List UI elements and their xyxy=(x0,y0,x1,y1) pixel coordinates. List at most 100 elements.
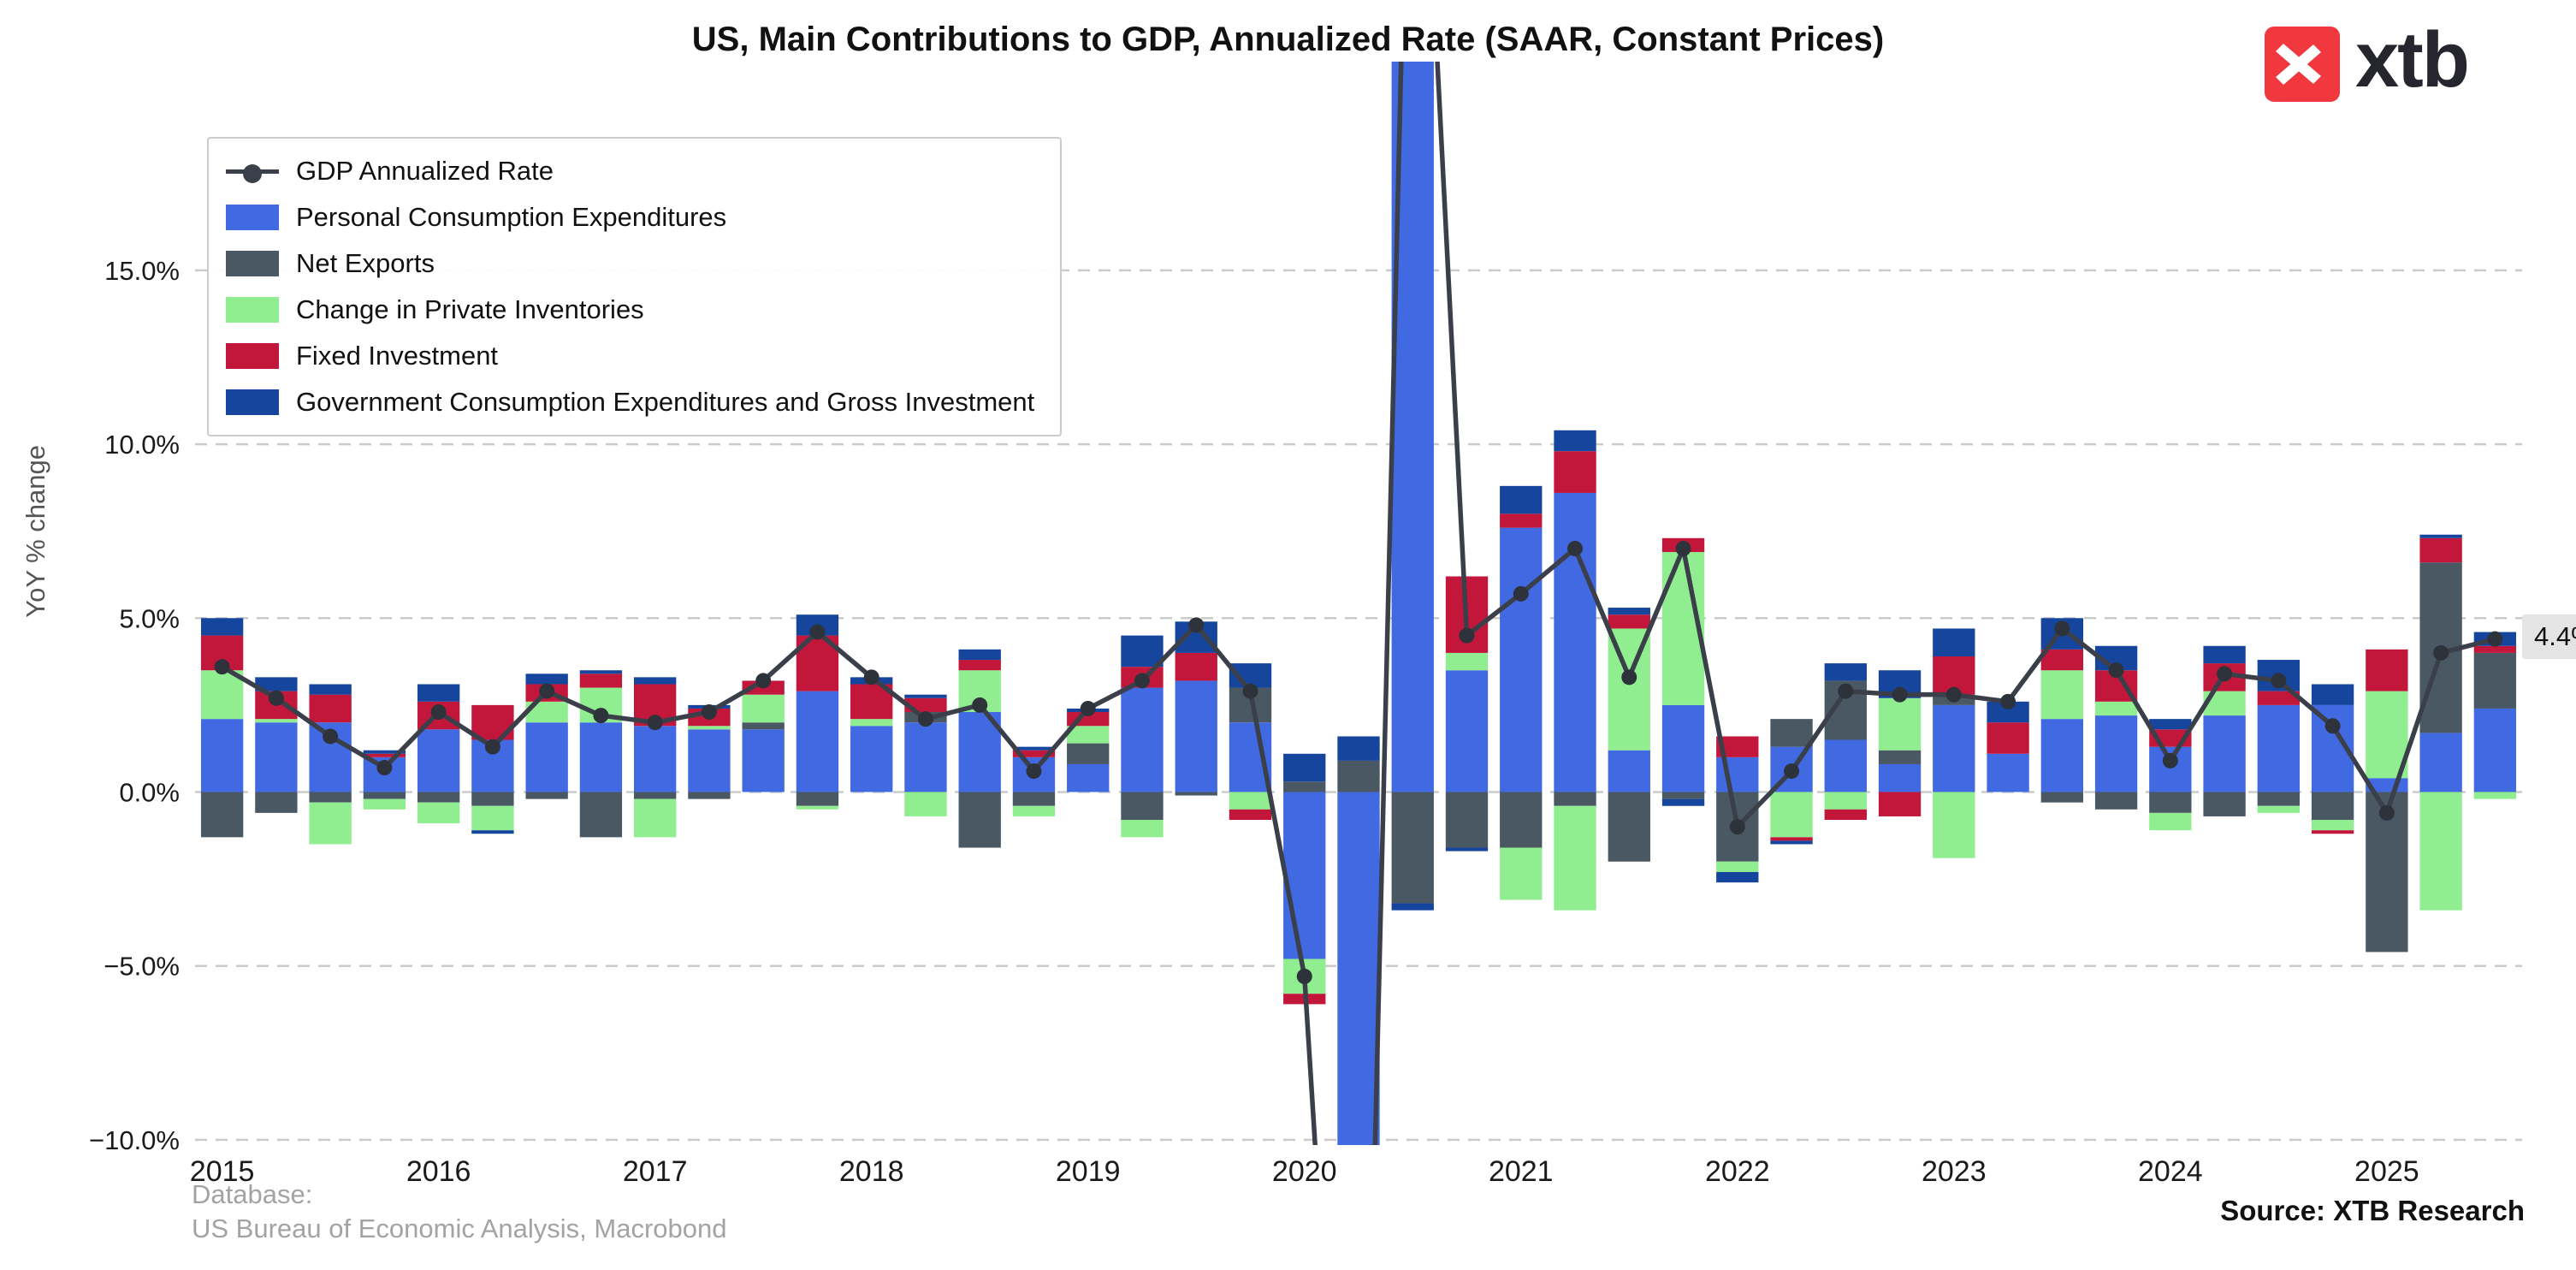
gdp-marker xyxy=(1621,669,1637,685)
gdp-marker xyxy=(376,760,393,776)
bar-segment xyxy=(688,792,731,799)
bar-segment xyxy=(471,792,514,806)
gdp-marker xyxy=(755,673,772,689)
bar-segment xyxy=(1500,527,1543,792)
bar-segment xyxy=(634,726,677,792)
gdp-marker xyxy=(268,690,284,706)
bar-segment xyxy=(1824,663,1867,681)
bar-segment xyxy=(363,792,406,799)
legend-item-net-exports: Net Exports xyxy=(226,245,1034,282)
bar-segment xyxy=(363,753,406,757)
bar-segment xyxy=(1012,750,1056,757)
bar-segment xyxy=(417,802,460,824)
legend-item-inventories: Change in Private Inventories xyxy=(226,291,1034,329)
bar-segment xyxy=(2366,691,2408,779)
bar-segment xyxy=(255,722,298,792)
bar-segment xyxy=(2419,534,2462,538)
legend-label: Fixed Investment xyxy=(296,341,499,371)
bar-segment xyxy=(417,729,460,792)
bar-segment xyxy=(309,684,352,695)
bar-segment xyxy=(850,726,893,792)
gdp-marker xyxy=(1892,686,1908,703)
pce-swatch-icon xyxy=(226,205,279,230)
bar-segment xyxy=(1391,903,1434,911)
bar-segment xyxy=(1175,680,1217,792)
bar-segment xyxy=(200,670,244,720)
y-tick-label: −10.0% xyxy=(89,1125,180,1155)
bar-segment xyxy=(1554,792,1596,806)
gdp-marker xyxy=(701,704,717,721)
bar-segment xyxy=(1337,736,1380,761)
xtb-logo-text: xtb xyxy=(2355,16,2470,104)
gdp-marker xyxy=(1838,683,1854,699)
gdp-marker xyxy=(1567,540,1584,556)
gdp-marker xyxy=(1729,819,1745,835)
bar-segment xyxy=(579,674,623,688)
x-tick-label: 2025 xyxy=(2354,1155,2419,1188)
legend-label: GDP Annualized Rate xyxy=(296,156,554,186)
bar-segment xyxy=(579,722,623,792)
bar-segment xyxy=(1878,763,1922,792)
gdp-marker xyxy=(2378,804,2395,821)
bar-segment xyxy=(1445,847,1489,852)
bar-segment xyxy=(1661,704,1705,792)
bar-segment xyxy=(634,792,677,799)
bar-segment xyxy=(1121,819,1164,838)
bar-segment xyxy=(309,802,352,845)
bar-segment xyxy=(1012,792,1056,806)
bar-segment xyxy=(850,719,893,727)
gdp-marker xyxy=(1945,686,1962,703)
gdp-marker xyxy=(647,715,663,731)
bar-segment xyxy=(634,677,677,685)
bar-segment xyxy=(958,649,1001,661)
gdp-marker xyxy=(1513,585,1529,602)
bar-segment xyxy=(1770,792,1813,838)
bar-segment xyxy=(2419,537,2462,563)
gdp-marker xyxy=(214,659,230,675)
bar-segment xyxy=(796,691,839,792)
x-tick-label: 2017 xyxy=(623,1155,688,1188)
last-value-annotation: 4.4% xyxy=(2522,614,2576,659)
source-note: Source: XTB Research xyxy=(2220,1195,2525,1226)
bar-segment xyxy=(2149,792,2192,813)
bar-segment xyxy=(1067,726,1110,744)
bar-segment xyxy=(2203,715,2246,792)
gdp-marker xyxy=(809,624,826,640)
bar-segment xyxy=(904,694,947,698)
bar-segment xyxy=(2040,719,2083,792)
net-exports-swatch-icon xyxy=(226,251,279,276)
legend-item-government: Government Consumption Expenditures and … xyxy=(226,383,1034,421)
gdp-marker xyxy=(863,669,879,685)
x-tick-label: 2022 xyxy=(1705,1155,1770,1188)
database-note: Database: US Bureau of Economic Analysis… xyxy=(192,1178,726,1247)
bar-segment xyxy=(1554,430,1596,452)
bar-segment xyxy=(1175,652,1217,681)
bar-segment xyxy=(1661,792,1705,799)
bar-segment xyxy=(1012,746,1056,751)
x-tick-label: 2016 xyxy=(406,1155,471,1188)
bar-segment xyxy=(796,805,839,810)
bar-segment xyxy=(417,684,460,702)
bar-segment xyxy=(363,750,406,754)
bar-segment xyxy=(1067,743,1110,764)
bar-segment xyxy=(742,694,785,723)
bar-segment xyxy=(255,719,298,723)
xtb-logo: xtb xyxy=(2265,16,2470,108)
bar-segment xyxy=(2257,792,2301,806)
bar-segment xyxy=(2419,733,2462,792)
government-swatch-icon xyxy=(226,389,279,415)
x-tick-label: 2018 xyxy=(839,1155,904,1188)
bar-segment xyxy=(1283,792,1326,959)
database-label: Database: xyxy=(192,1179,313,1209)
legend-label: Government Consumption Expenditures and … xyxy=(296,387,1035,417)
bar-segment xyxy=(2473,708,2517,792)
bar-segment xyxy=(525,674,568,685)
bar-segment xyxy=(471,830,514,834)
gdp-marker xyxy=(1242,683,1258,699)
bar-segment xyxy=(1716,871,1759,883)
bar-segment xyxy=(2203,792,2246,816)
gdp-marker xyxy=(1784,763,1800,780)
x-tick-label: 2015 xyxy=(190,1155,255,1188)
bar-segment xyxy=(2203,645,2246,664)
bar-segment xyxy=(1012,805,1056,816)
